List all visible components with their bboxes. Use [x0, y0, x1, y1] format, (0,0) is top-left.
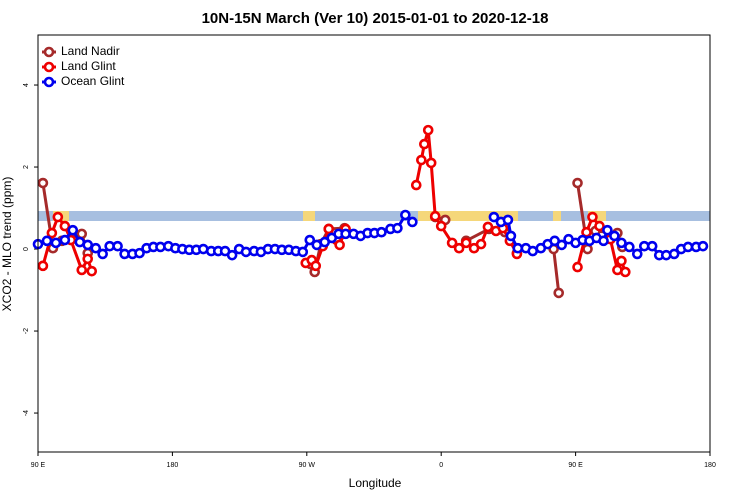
data-point: [482, 221, 494, 233]
legend-marker: [43, 76, 55, 88]
plot-frame: [37, 34, 711, 453]
data-point: [422, 124, 434, 136]
data-point: [59, 220, 71, 232]
data-point: [598, 235, 609, 247]
data-point: [90, 242, 102, 254]
x-tick-label: 180: [704, 462, 716, 469]
data-point: [602, 224, 613, 236]
data-point: [407, 216, 418, 228]
data-point: [76, 264, 88, 276]
data-point: [37, 177, 49, 189]
legend-label: Ocean Glint: [61, 74, 125, 88]
data-point: [668, 248, 680, 260]
data-point: [226, 249, 238, 261]
x-tick-label: 90 E: [568, 462, 583, 469]
data-point: [323, 223, 335, 235]
data-point: [59, 234, 71, 246]
data-point: [616, 237, 627, 249]
data-point: [697, 240, 709, 252]
data-point: [400, 209, 411, 221]
data-point: [502, 214, 514, 226]
y-tick-label: -2: [23, 328, 30, 334]
land-patch: [553, 211, 561, 221]
background-band: [38, 211, 710, 221]
y-axis-label: XCO2 - MLO trend (ppm): [0, 177, 14, 312]
data-point: [609, 230, 620, 242]
x-tick-label: 90 E: [31, 462, 46, 469]
data-point: [392, 222, 403, 234]
x-axis-label: Longitude: [349, 476, 402, 490]
data-point: [624, 241, 635, 253]
legend-label: Land Nadir: [61, 44, 120, 58]
data-point: [572, 261, 583, 273]
data-point: [376, 226, 387, 238]
data-point: [304, 234, 316, 246]
data-point: [581, 226, 592, 238]
data-point: [587, 211, 598, 223]
data-point: [435, 220, 447, 232]
data-point: [620, 266, 631, 278]
data-point: [41, 235, 53, 247]
data-point: [475, 238, 487, 250]
data-point: [460, 237, 472, 249]
data-point: [594, 220, 605, 232]
x-tick-label: 180: [167, 462, 179, 469]
legend-marker: [43, 61, 55, 73]
data-point: [334, 239, 345, 251]
x-tick-label: 0: [439, 462, 443, 469]
data-point: [572, 177, 583, 189]
data-point: [67, 224, 79, 236]
x-tick-label: 90 W: [299, 462, 316, 469]
data-point: [488, 211, 500, 223]
data-point: [46, 227, 58, 239]
data-point: [582, 243, 593, 255]
data-point: [134, 247, 145, 259]
legend-label: Land Glint: [61, 59, 116, 73]
y-tick-label: 4: [23, 83, 30, 87]
data-point: [240, 246, 252, 258]
data-point: [50, 237, 62, 249]
chart-title: 10N-15N March (Ver 10) 2015-01-01 to 202…: [202, 10, 549, 27]
data-point: [429, 210, 441, 222]
data-point: [297, 246, 309, 258]
data-point: [416, 154, 427, 166]
data-point: [97, 248, 108, 260]
y-tick-label: 0: [23, 247, 30, 251]
data-point: [646, 240, 658, 252]
legend-marker: [43, 46, 55, 58]
data-point: [76, 228, 88, 240]
data-point: [505, 230, 517, 242]
data-point: [52, 211, 64, 223]
data-point: [446, 237, 458, 249]
data-point: [37, 260, 49, 272]
data-point: [425, 157, 437, 169]
data-point: [453, 242, 465, 254]
land-patch: [303, 211, 315, 221]
data-point: [556, 239, 568, 251]
data-point: [112, 240, 123, 252]
data-point: [553, 287, 565, 299]
y-tick-label: -4: [23, 410, 30, 416]
data-point: [419, 138, 430, 150]
data-point: [310, 260, 322, 272]
data-point: [86, 265, 98, 277]
land-patch: [418, 211, 518, 221]
data-point: [410, 179, 422, 191]
data-point: [631, 248, 643, 260]
data-point: [616, 255, 627, 267]
y-tick-label: 2: [23, 165, 30, 169]
data-point: [82, 253, 94, 265]
